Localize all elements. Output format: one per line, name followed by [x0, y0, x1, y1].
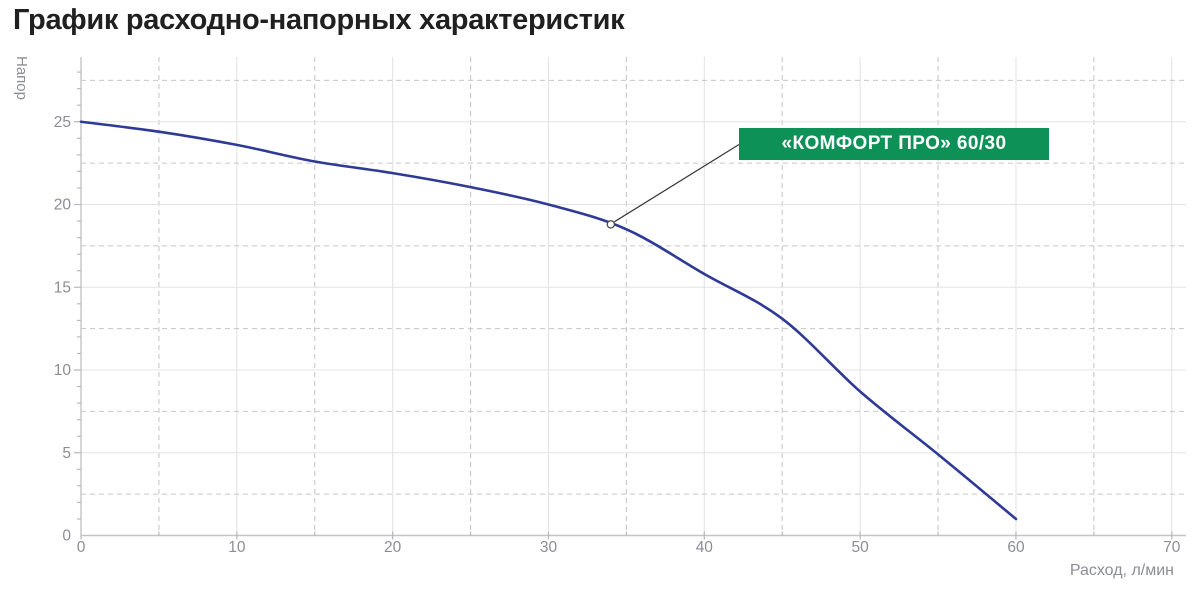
y-tick-label: 10 [54, 362, 72, 379]
model-label-text: «КОМФОРТ ПРО» 60/30 [781, 133, 1007, 154]
grid-lines [81, 57, 1186, 536]
x-tick-labels: 0 10 20 30 40 50 60 70 [77, 539, 1181, 556]
pump-curve-line [79, 120, 1018, 521]
x-axis-label: Расход, л/мин [1069, 562, 1174, 579]
axes [80, 57, 1186, 537]
curve-point-marker [606, 220, 616, 229]
chart-title: График расходно-напорных характеристик [13, 4, 625, 36]
x-tick-label: 10 [228, 539, 246, 556]
y-tick-label: 0 [62, 528, 71, 545]
y-tick-label: 15 [54, 279, 71, 296]
x-tick-label: 20 [384, 539, 402, 556]
x-tick-label: 40 [696, 539, 714, 556]
y-tick-labels: 0 5 10 15 20 25 [54, 114, 72, 545]
annotation-leader-line [613, 143, 740, 223]
y-tick-label: 20 [54, 197, 72, 214]
y-tick-label: 5 [62, 445, 71, 462]
x-tick-label: 0 [77, 539, 86, 556]
axis-ticks [74, 71, 1173, 540]
x-tick-label: 60 [1007, 539, 1025, 556]
x-tick-label: 50 [852, 539, 870, 556]
model-label-box: «КОМФОРТ ПРО» 60/30 [739, 128, 1049, 160]
y-tick-label: 25 [54, 114, 71, 131]
x-tick-label: 70 [1163, 539, 1181, 556]
x-tick-label: 30 [540, 539, 558, 556]
